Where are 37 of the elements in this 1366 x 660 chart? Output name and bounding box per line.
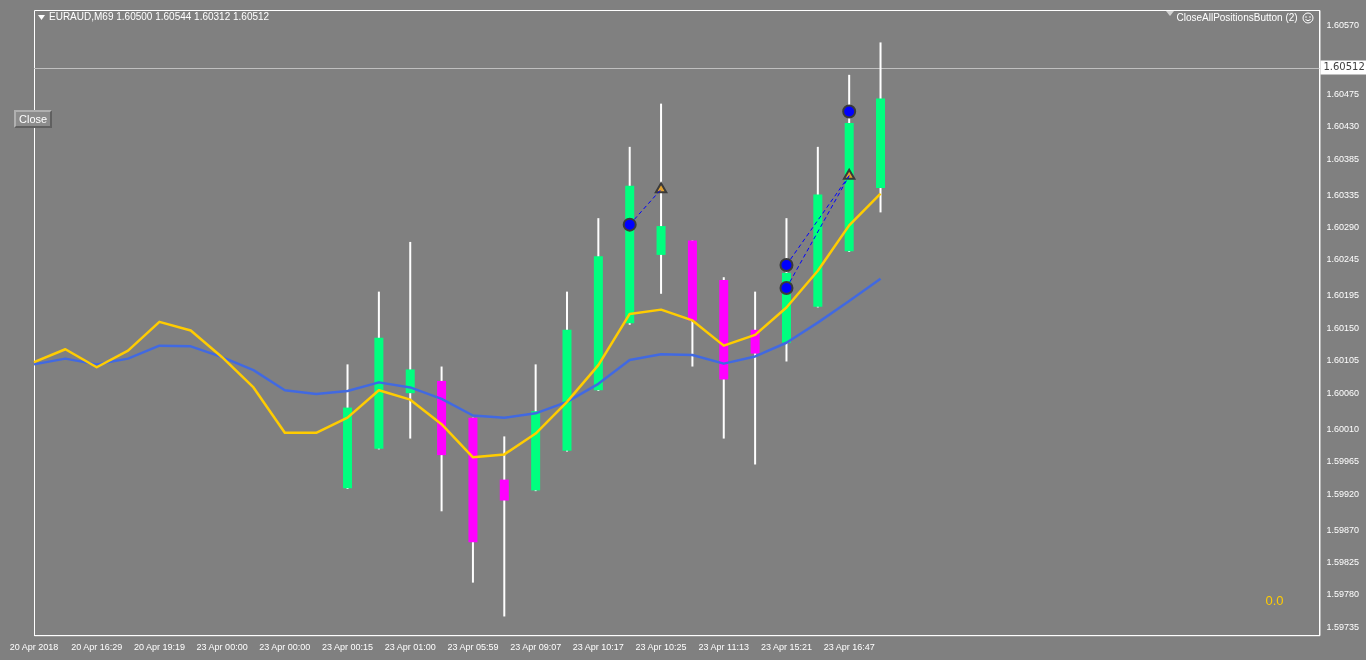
y-tick-label: 1.60570 xyxy=(1326,20,1360,31)
x-tick-label: 23 Apr 10:17 xyxy=(572,642,624,653)
y-tick-label: 1.60195 xyxy=(1326,290,1360,301)
y-tick-label: 1.60430 xyxy=(1326,121,1360,132)
y-tick-label: 1.59780 xyxy=(1326,589,1360,600)
x-tick-label: 20 Apr 19:19 xyxy=(133,642,185,653)
y-tick-label: 1.59920 xyxy=(1326,488,1360,499)
y-tick-label: 1.60385 xyxy=(1326,153,1360,164)
x-tick-label: 23 Apr 16:47 xyxy=(823,642,875,653)
annotation: CloseAllPositionsButton (2) xyxy=(1176,12,1298,23)
ref-line-label: 1.60512 xyxy=(1323,61,1365,73)
y-tick-label: 1.59735 xyxy=(1326,621,1360,632)
x-tick-label: 20 Apr 16:29 xyxy=(71,642,123,653)
chart-title: EURAUD,M69 1.60500 1.60544 1.60312 1.60512 xyxy=(49,11,270,22)
y-tick-label: 1.59965 xyxy=(1326,456,1360,467)
x-tick-label: 23 Apr 09:07 xyxy=(510,642,562,653)
x-tick-label: 23 Apr 00:00 xyxy=(196,642,248,653)
y-tick-label: 1.59870 xyxy=(1326,524,1360,535)
y-tick-label: 1.60150 xyxy=(1326,322,1360,333)
x-tick-label: 23 Apr 11:13 xyxy=(698,642,749,653)
x-tick-label: 23 Apr 01:00 xyxy=(384,642,436,653)
x-tick-label: 20 Apr 2018 xyxy=(9,642,59,653)
y-tick-label: 1.59825 xyxy=(1326,556,1360,567)
y-tick-label: 1.60290 xyxy=(1326,222,1360,233)
y-tick-label: 1.60245 xyxy=(1326,254,1360,265)
y-tick-label: 1.60010 xyxy=(1326,423,1360,434)
y-tick-label: 1.60060 xyxy=(1326,387,1360,398)
x-tick-label: 23 Apr 00:15 xyxy=(322,642,374,653)
x-tick-label: 23 Apr 10:25 xyxy=(635,642,687,653)
y-tick-label: 1.60105 xyxy=(1326,355,1360,366)
y-tick-label: 1.60475 xyxy=(1326,88,1360,99)
close-button: Close xyxy=(14,110,53,128)
x-tick-label: 23 Apr 05:59 xyxy=(447,642,499,653)
annotation: 0.0 xyxy=(1265,593,1284,609)
x-tick-label: 23 Apr 15:21 xyxy=(760,642,812,653)
x-tick-label: 23 Apr 00:00 xyxy=(259,642,311,653)
y-tick-label: 1.60335 xyxy=(1326,189,1360,200)
